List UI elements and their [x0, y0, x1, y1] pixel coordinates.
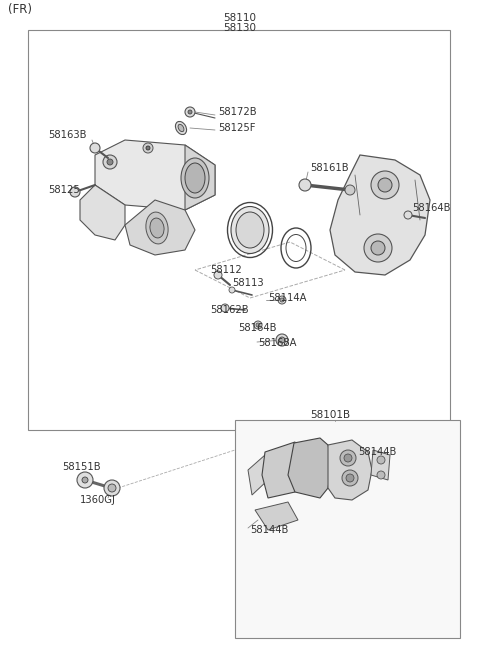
Circle shape — [254, 321, 262, 329]
Circle shape — [214, 271, 222, 279]
Circle shape — [90, 143, 100, 153]
Polygon shape — [371, 450, 390, 480]
Circle shape — [146, 146, 150, 150]
Polygon shape — [262, 442, 302, 498]
Circle shape — [188, 110, 192, 114]
Polygon shape — [330, 155, 430, 275]
Ellipse shape — [150, 218, 164, 238]
Circle shape — [82, 477, 88, 483]
Text: 1360GJ: 1360GJ — [80, 495, 116, 505]
Ellipse shape — [146, 212, 168, 244]
Circle shape — [342, 470, 358, 486]
Circle shape — [229, 287, 235, 293]
Ellipse shape — [236, 212, 264, 248]
Circle shape — [143, 143, 153, 153]
Circle shape — [221, 304, 229, 312]
Circle shape — [70, 187, 80, 197]
Text: 58125F: 58125F — [218, 123, 255, 133]
Text: 58144B: 58144B — [358, 447, 396, 457]
Circle shape — [364, 234, 392, 262]
Text: 58144B: 58144B — [250, 525, 288, 535]
Circle shape — [103, 155, 117, 169]
Circle shape — [256, 323, 260, 327]
Ellipse shape — [185, 163, 205, 193]
Ellipse shape — [175, 122, 187, 134]
Circle shape — [279, 337, 285, 343]
Polygon shape — [328, 440, 372, 500]
Polygon shape — [185, 145, 215, 210]
Circle shape — [371, 241, 385, 255]
Circle shape — [404, 211, 412, 219]
Circle shape — [108, 484, 116, 492]
Circle shape — [378, 178, 392, 192]
Polygon shape — [248, 455, 268, 495]
Text: 58151B: 58151B — [62, 462, 101, 472]
Circle shape — [377, 456, 385, 464]
Circle shape — [107, 159, 113, 165]
Text: 58168A: 58168A — [258, 338, 297, 348]
Text: 58112: 58112 — [210, 265, 242, 275]
Circle shape — [104, 480, 120, 496]
Polygon shape — [80, 185, 125, 240]
Circle shape — [346, 474, 354, 482]
Circle shape — [377, 471, 385, 479]
Circle shape — [276, 334, 288, 346]
Text: 58172B: 58172B — [218, 107, 257, 117]
Ellipse shape — [181, 158, 209, 198]
Text: 58162B: 58162B — [210, 305, 249, 315]
Text: 58101B: 58101B — [310, 410, 350, 420]
Circle shape — [345, 185, 355, 195]
Polygon shape — [288, 438, 332, 498]
Text: 58110: 58110 — [224, 13, 256, 23]
Polygon shape — [95, 140, 215, 210]
Circle shape — [340, 450, 356, 466]
Bar — [235, 420, 460, 638]
Text: 58114A: 58114A — [268, 293, 307, 303]
Text: 58163B: 58163B — [48, 130, 86, 140]
Polygon shape — [255, 502, 298, 530]
Text: (FR): (FR) — [8, 3, 32, 17]
Circle shape — [299, 179, 311, 191]
Bar — [28, 30, 450, 430]
Text: 58113: 58113 — [232, 278, 264, 288]
Ellipse shape — [178, 124, 184, 132]
Text: 58164B: 58164B — [238, 323, 276, 333]
Circle shape — [185, 107, 195, 117]
Polygon shape — [125, 200, 195, 255]
Circle shape — [77, 472, 93, 488]
Circle shape — [280, 298, 284, 302]
Circle shape — [344, 454, 352, 462]
Text: 58125: 58125 — [48, 185, 80, 195]
Circle shape — [278, 296, 286, 304]
Ellipse shape — [231, 206, 269, 253]
Text: 58164B: 58164B — [412, 203, 451, 213]
Circle shape — [371, 171, 399, 199]
Text: 58130: 58130 — [224, 23, 256, 33]
Text: 58161B: 58161B — [310, 163, 348, 173]
